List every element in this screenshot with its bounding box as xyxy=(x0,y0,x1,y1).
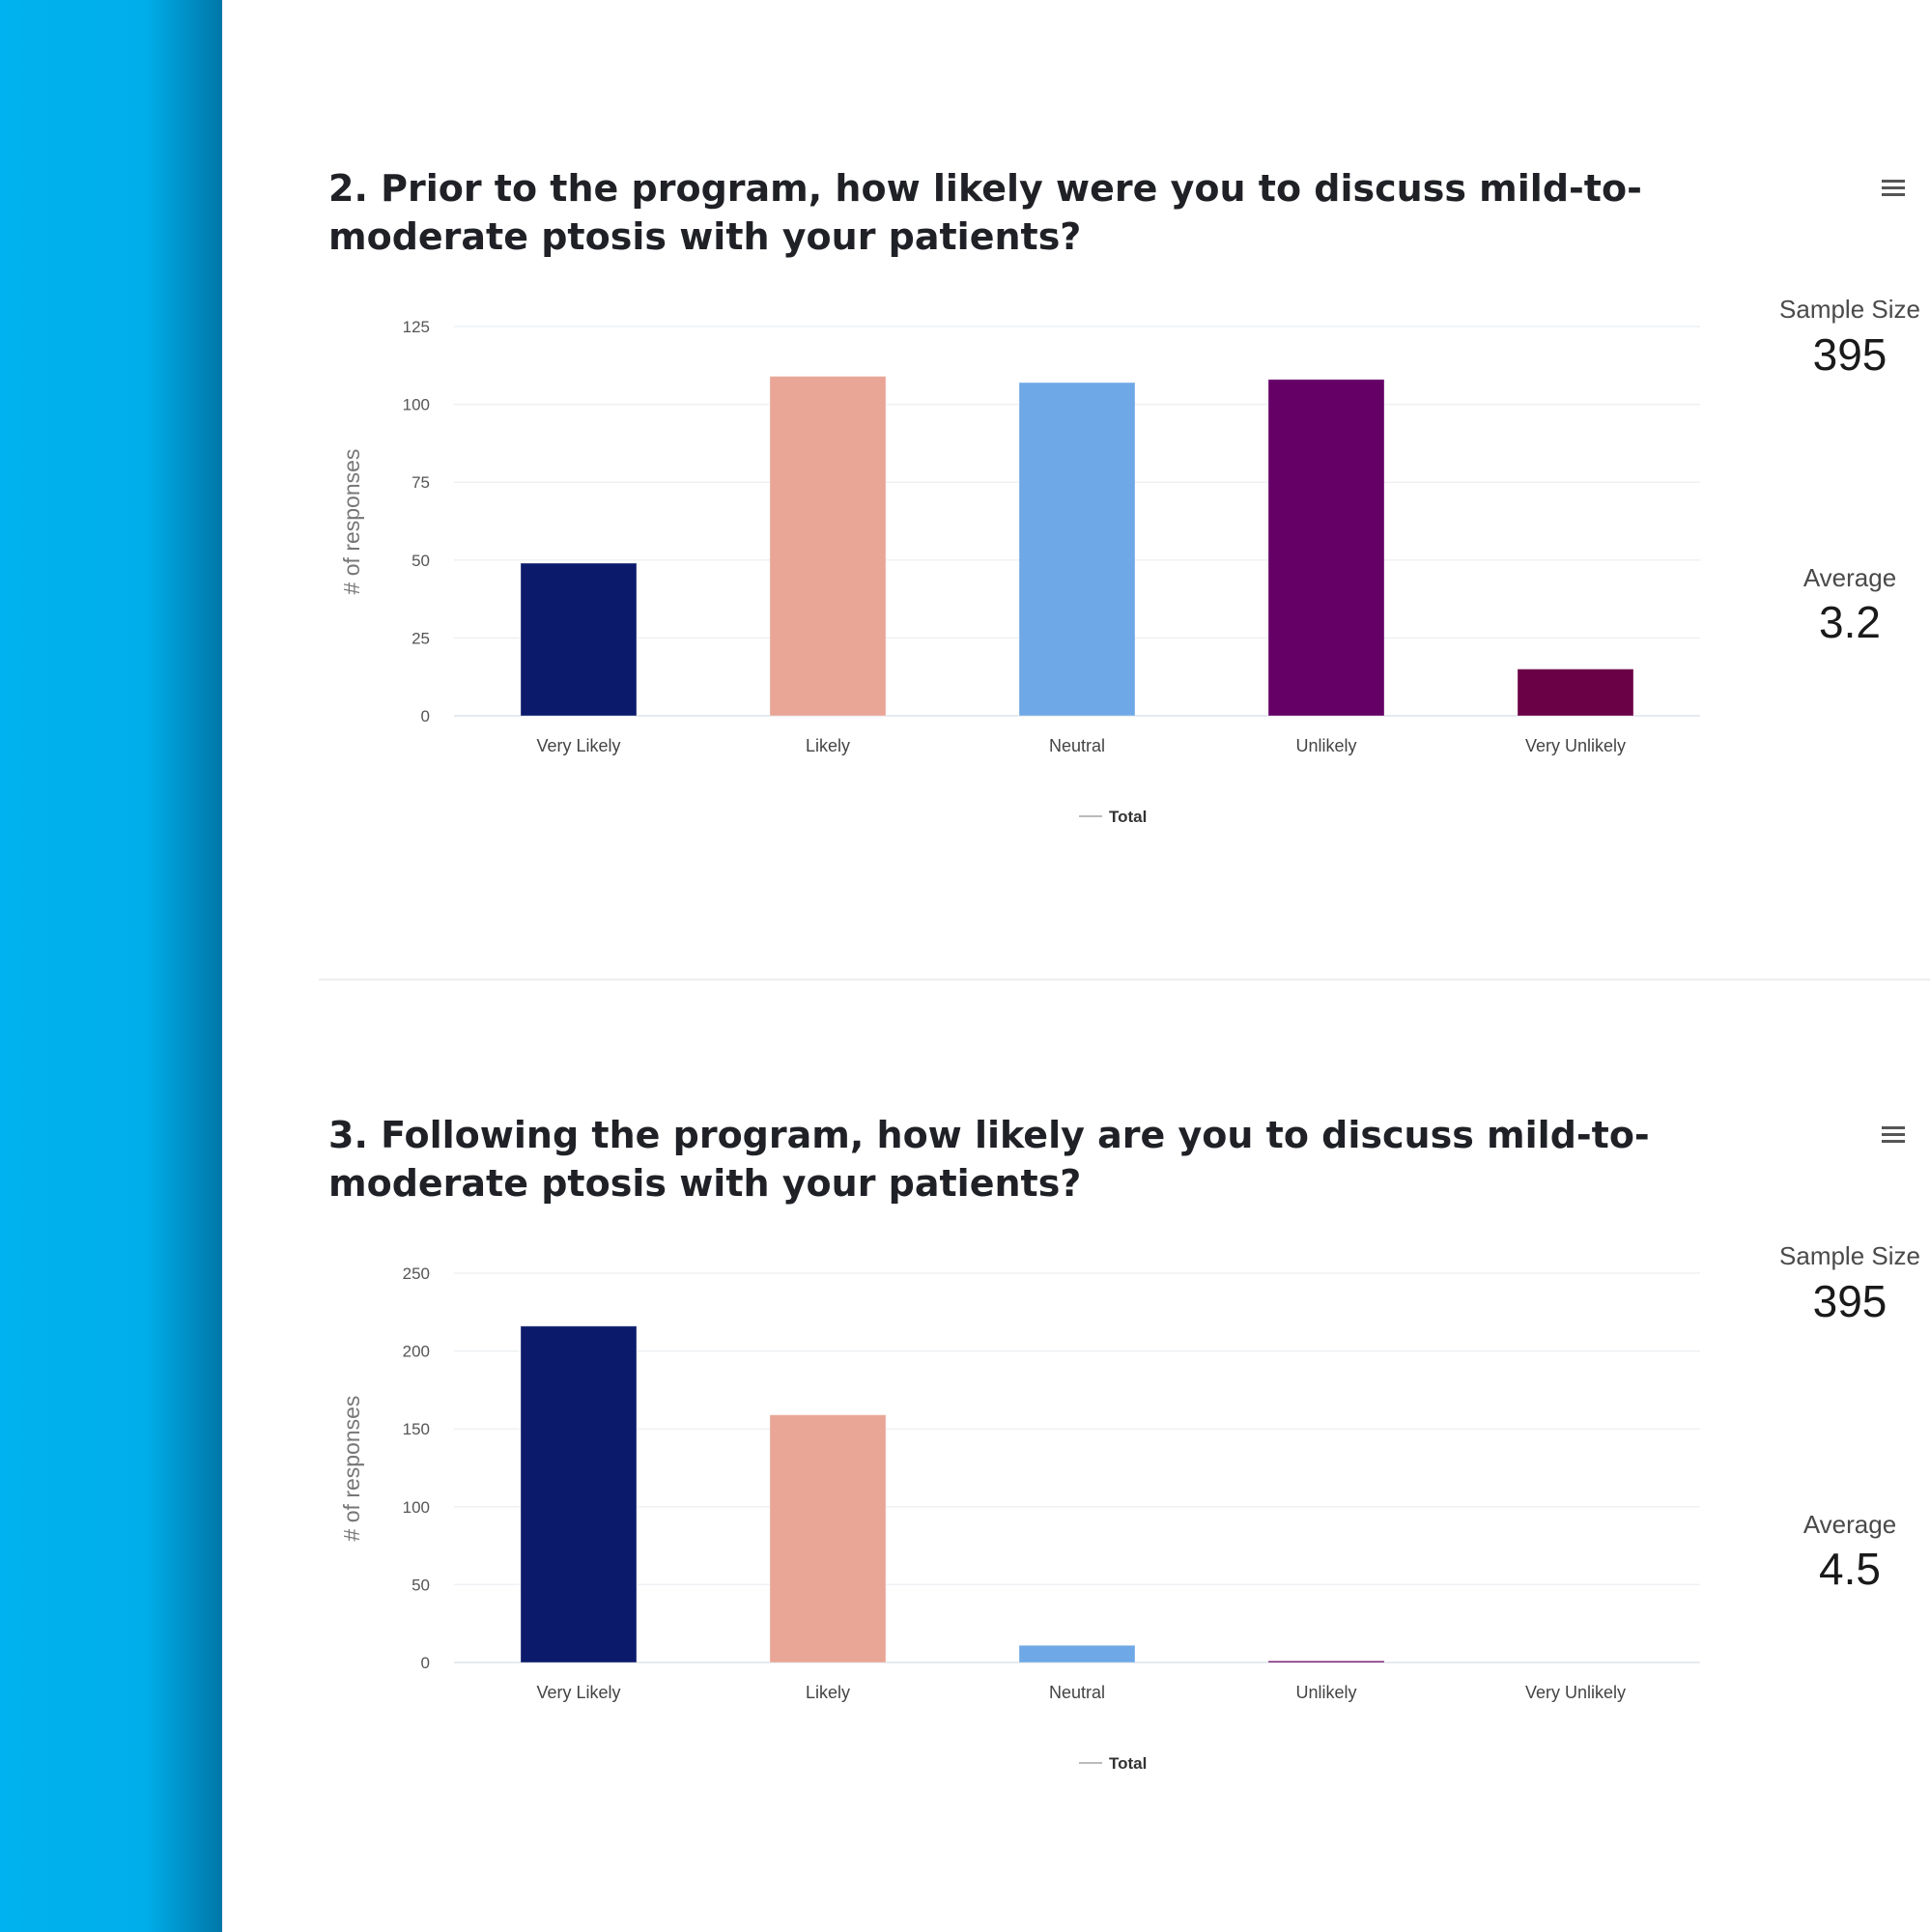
sample-size-label: Sample Size xyxy=(1779,295,1920,324)
results-panel: 2. Prior to the program, how likely were… xyxy=(222,0,1930,1932)
y-axis-label: # of responses xyxy=(339,449,364,595)
sample-size-label: Sample Size xyxy=(1779,1241,1920,1270)
y-tick-label: 75 xyxy=(412,473,430,492)
bar-likely xyxy=(769,1414,887,1663)
average-value: 3.2 xyxy=(1819,597,1881,647)
question-title: 2. Prior to the program, how likely were… xyxy=(328,167,1642,258)
bar-chart: 0 25 50 75 100 125 # of responses Very Likely Li… xyxy=(339,318,1700,826)
x-tick-label: Unlikely xyxy=(1295,736,1356,755)
legend-label: Total xyxy=(1109,808,1147,826)
hamburger-menu-icon xyxy=(1882,180,1905,196)
bar-very-unlikely xyxy=(1517,668,1634,717)
average-value: 4.5 xyxy=(1819,1544,1881,1594)
x-tick-label: Very Likely xyxy=(536,736,620,755)
section-divider xyxy=(319,979,1930,980)
legend-label: Total xyxy=(1109,1754,1147,1773)
question-title: 3. Following the program, how likely are… xyxy=(328,1114,1650,1205)
y-tick-label: 50 xyxy=(412,552,430,570)
bar-unlikely xyxy=(1267,379,1385,717)
average-label: Average xyxy=(1802,1510,1897,1539)
x-tick-label: Very Likely xyxy=(536,1683,620,1702)
y-axis-label: # of responses xyxy=(339,1396,364,1542)
y-tick-label: 0 xyxy=(421,1654,430,1672)
left-backdrop xyxy=(0,0,222,1932)
hamburger-menu-icon xyxy=(1882,1126,1905,1143)
bar-likely xyxy=(769,376,887,717)
x-tick-label: Unlikely xyxy=(1295,1683,1356,1702)
question-2-card: 2. Prior to the program, how likely were… xyxy=(222,0,1930,947)
x-tick-label: Neutral xyxy=(1049,1683,1105,1702)
x-tick-label: Likely xyxy=(806,736,850,755)
y-tick-label: 50 xyxy=(412,1576,430,1594)
bar-chart: 0 50 100 150 200 250 # of responses Very Likely… xyxy=(339,1264,1700,1773)
sample-size-value: 395 xyxy=(1812,1276,1887,1326)
x-tick-label: Likely xyxy=(806,1683,850,1702)
bar-very-likely xyxy=(520,562,638,717)
bar-neutral xyxy=(1018,1644,1136,1663)
chart-menu-button[interactable] xyxy=(1874,1116,1915,1156)
y-tick-label: 100 xyxy=(403,396,430,414)
average-label: Average xyxy=(1802,563,1897,592)
y-tick-label: 250 xyxy=(403,1264,430,1283)
y-tick-label: 125 xyxy=(403,318,430,336)
x-tick-label: Neutral xyxy=(1049,736,1105,755)
bar-very-likely xyxy=(520,1325,638,1663)
sample-size-value: 395 xyxy=(1812,329,1887,380)
bar-neutral xyxy=(1018,382,1136,717)
question-3-card: 3. Following the program, how likely are… xyxy=(222,947,1930,1893)
x-tick-label: Very Unlikely xyxy=(1525,1683,1626,1702)
y-tick-label: 0 xyxy=(421,707,430,725)
y-tick-label: 25 xyxy=(412,629,430,647)
x-tick-label: Very Unlikely xyxy=(1525,736,1626,755)
y-tick-label: 200 xyxy=(403,1343,430,1361)
bar-unlikely xyxy=(1267,1660,1385,1663)
chart-menu-button[interactable] xyxy=(1874,169,1915,210)
y-tick-label: 100 xyxy=(403,1498,430,1517)
y-tick-label: 150 xyxy=(403,1420,430,1438)
